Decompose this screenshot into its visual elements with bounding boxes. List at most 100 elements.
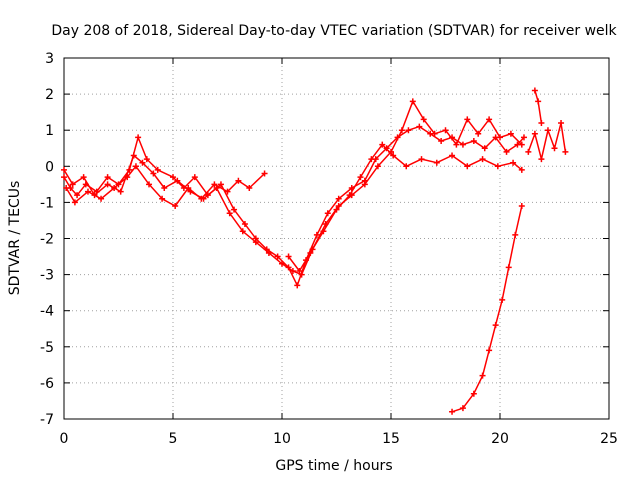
data-point [507,130,514,137]
data-point [464,116,471,123]
y-tick-label: -5 [40,340,54,356]
ticks-layer: 0 5 10 15 20 25 -7 -6 -5 -4 -3 -2 -1 0 1 2 3 [40,51,618,447]
y-tick-label: -6 [40,376,54,392]
data-point [111,184,118,191]
data-point [130,152,137,159]
series-track-1-line [63,125,525,287]
data-point [449,152,456,159]
data-point [69,181,76,188]
data-point [265,249,272,256]
data-point [333,206,340,213]
data-point [63,184,70,191]
data-point [525,148,532,155]
data-point [505,264,512,271]
x-tick-label: 0 [60,431,69,447]
x-tick-label: 20 [491,431,509,447]
data-point [279,260,285,267]
data-point [486,347,493,354]
data-point [379,141,386,148]
data-point [374,163,381,170]
series-track-2-line [63,100,523,276]
data-point [61,174,67,181]
data-point [531,87,538,94]
data-point [143,156,150,163]
data-point [390,152,397,159]
data-point [420,116,427,123]
series-track-4-line [287,143,523,272]
data-point [124,174,131,181]
y-tick-label: 3 [45,51,54,67]
data-point [294,282,301,289]
data-point [453,141,460,148]
data-point [418,156,425,163]
series-track-3-line [65,165,266,207]
data-point [159,195,166,202]
data-point [531,130,538,137]
data-point [470,390,477,397]
grid-layer [64,58,609,419]
data-point [135,134,142,141]
data-point [84,188,91,195]
data-point [470,138,477,145]
data-point [438,138,445,145]
y-axis-label: SDTVAR / TECUs [7,181,23,296]
data-point [261,170,268,177]
data-point [459,141,466,148]
data-point [520,134,527,141]
data-point [518,203,525,210]
data-point [475,130,482,137]
data-point [535,98,542,105]
y-tick-label: 1 [45,123,54,139]
data-point [464,163,471,170]
data-layer [61,87,569,415]
data-point [211,181,218,188]
data-point [185,184,192,191]
data-point [510,159,517,166]
x-tick-label: 5 [169,431,178,447]
data-point [431,130,438,137]
data-point [324,210,331,217]
data-point [538,119,545,126]
data-point [551,145,558,152]
data-point [503,148,510,155]
data-point [231,206,238,213]
data-point [104,174,111,181]
data-point [398,127,405,134]
series-track-7-line [451,205,523,413]
y-tick-label: 2 [45,87,54,103]
data-point [479,156,486,163]
data-point [117,188,124,195]
data-point [357,174,364,181]
data-point [146,181,153,188]
data-point [307,249,314,256]
data-point [320,228,327,235]
data-point [224,188,231,195]
data-point [499,296,506,303]
data-point [492,322,499,329]
data-point [479,372,486,379]
data-point [442,127,449,134]
data-point [217,181,224,188]
data-point [71,199,78,206]
y-tick-label: -1 [40,195,54,211]
data-point [154,166,161,173]
data-point [518,141,525,148]
data-point [368,156,375,163]
data-point [191,174,198,181]
data-point [74,192,81,199]
series-track-5-line [527,122,567,160]
y-tick-label: -2 [40,232,54,248]
data-point [235,177,242,184]
data-point [174,177,181,184]
data-point [518,166,525,173]
y-tick-label: -4 [40,304,54,320]
x-tick-label: 10 [273,431,291,447]
data-point [416,123,423,130]
data-point [298,271,305,278]
data-point [239,228,246,235]
data-point [512,231,519,238]
data-point [313,231,320,238]
data-point [198,195,205,202]
data-point [409,98,416,105]
